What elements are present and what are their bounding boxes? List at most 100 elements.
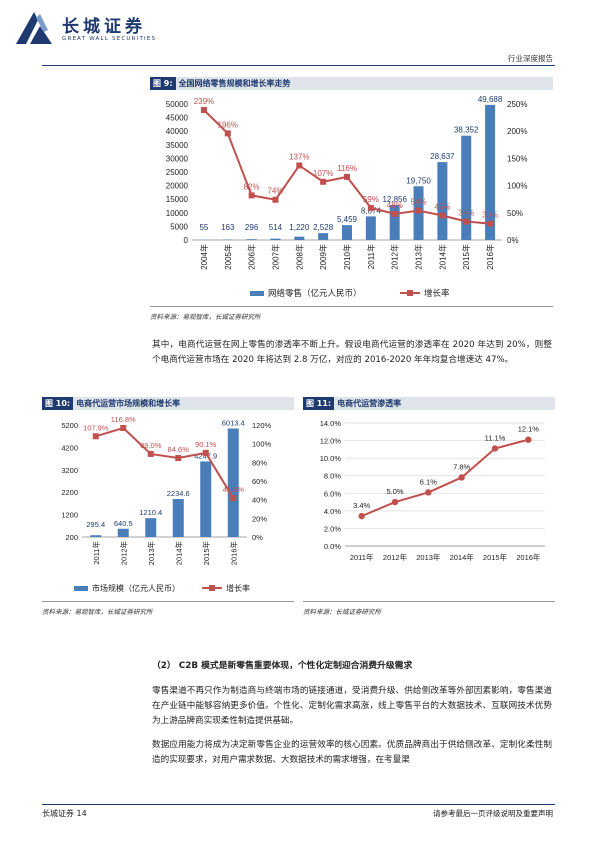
growth-point [248,192,255,199]
growth-point [320,178,327,185]
y-right-tick-label: 150% [507,154,527,163]
bar-value-label: 12,856 [382,195,407,204]
y-left-tick-label: 15000 [166,195,189,204]
bar [485,104,496,241]
growth-value-label: 41.6% [223,485,245,494]
bar [145,518,157,537]
y-left-tick-label: 1200 [61,511,78,520]
bar [200,461,212,537]
y-tick-label: 0.0% [324,542,341,551]
legend-bar-label: 市场规模（亿元人民币） [92,583,180,593]
bar-value-label: 163 [221,223,235,232]
figure-9-chart: 0 5000 10000 15000 20000 25000 30000 35000 40000… [166,95,528,298]
y-left-tick-label: 40000 [166,127,189,136]
y-right-tick-label: 20% [252,514,267,523]
y-left-tick-label: 5200 [61,421,78,430]
bar [437,162,448,240]
y-left-tick-label: 30000 [166,154,189,163]
growth-point [463,218,470,225]
figure-10-source-divider [42,601,294,602]
growth-value-label: 59% [363,195,379,204]
y-left-tick-label: 35000 [166,141,189,150]
y-left-tick-label: 4200 [61,443,78,452]
growth-point [272,196,279,203]
growth-value-label: 74% [267,187,283,196]
bar-value-label: 19,750 [406,176,431,185]
y-right-tick-label: 80% [252,458,267,467]
y-right-tick-label: 100% [252,440,272,449]
figure-10-title: 图 10: 电商代运营市场规模和增长率 [42,397,294,410]
bar [365,216,376,240]
figure-11-number: 图 11: [303,397,335,410]
x-tick-label: 2013年 [414,244,424,270]
figure-11-title-text: 电商代运营渗透率 [337,399,402,408]
bar [294,236,305,240]
y-tick-label: 14.0% [320,419,342,428]
growth-value-label: 48% [387,201,403,210]
growth-point [230,495,237,502]
x-tick-label: 2016年 [516,552,541,562]
x-tick-label: 2014年 [450,552,475,562]
brand-name-en: GREAT WALL SECURITIES [62,36,157,42]
growth-point [147,450,154,457]
x-tick-label: 2011年 [350,552,374,562]
x-tick-label: 2014年 [437,244,447,270]
figure-11-title: 图 11: 电商代运营渗透率 [303,397,555,410]
footer-divider [42,804,555,805]
growth-value-label: 45% [434,203,450,212]
bar-value-label: 514 [269,223,283,232]
brand-name-cn: 长城证券 [62,17,146,37]
y-left-tick-label: 20000 [166,182,189,191]
y-left-tick-label: 45000 [166,114,189,123]
growth-value-label: 89.0% [140,441,162,450]
y-right-tick-label: 100% [507,182,527,191]
penetration-value-label: 3.4% [353,501,370,510]
growth-point [92,433,99,440]
y-tick-label: 6.0% [324,489,341,498]
penetration-value-label: 6.1% [420,477,437,486]
y-left-tick-label: 2200 [61,488,78,497]
bar [318,233,329,240]
x-tick-label: 2005年 [223,244,233,270]
bar-value-label: 296 [245,223,259,232]
growth-value-label: 34% [458,209,474,218]
y-right-tick-label: 50% [507,209,523,218]
growth-point [200,106,207,113]
growth-value-label: 107.9% [83,423,109,432]
y-left-tick-label: 50000 [166,100,189,109]
y-tick-label: 12.0% [320,437,342,446]
y-left-tick-label: 5000 [170,222,188,231]
x-tick-label: 2004年 [199,244,209,270]
bar-value-label: 295.4 [86,520,105,529]
x-tick-label: 2007年 [270,244,280,270]
y-right-tick-label: 0% [507,236,519,245]
growth-point [415,207,422,214]
growth-point [367,204,374,211]
bar [461,135,472,240]
growth-value-label: 82% [244,182,260,191]
figure-9-source: 资料来源：易观智库，长城证券研究所 [150,313,261,321]
x-tick-label: 2011年 [91,541,101,565]
x-tick-label: 2014年 [173,541,183,566]
figure-11-chart: 0.0% 2.0% 4.0% 6.0% 8.0% 10.0% 12.0% 14.0% 2011年… [320,419,545,562]
footer-disclaimer: 请参考最后一页评级说明及重要声明 [433,809,553,818]
figure-10-source: 资料来源：易观智库，长城证券研究所 [42,608,153,616]
report-type: 行业深度报告 [508,54,553,63]
bar-value-label: 2,528 [313,223,334,232]
penetration-value-label: 5.0% [386,487,403,496]
penetration-point [391,498,399,506]
legend-bar-swatch [250,291,264,296]
y-left-tick-label: 200 [65,533,78,542]
logo-mark [16,12,52,44]
bar-value-label: 55 [199,223,208,232]
figure-9-source-divider [150,306,553,307]
penetration-point [525,436,532,443]
bar-value-label: 5,459 [337,215,358,224]
bar-value-label: 8,674 [361,206,382,215]
x-tick-label: 2010年 [342,244,352,270]
bar-value-label: 640.5 [114,519,133,528]
figure-10-number: 图 10: [42,397,74,410]
growth-value-label: 90.1% [195,440,217,449]
bar-value-label: 49,688 [478,95,503,104]
penetration-point [491,445,499,452]
